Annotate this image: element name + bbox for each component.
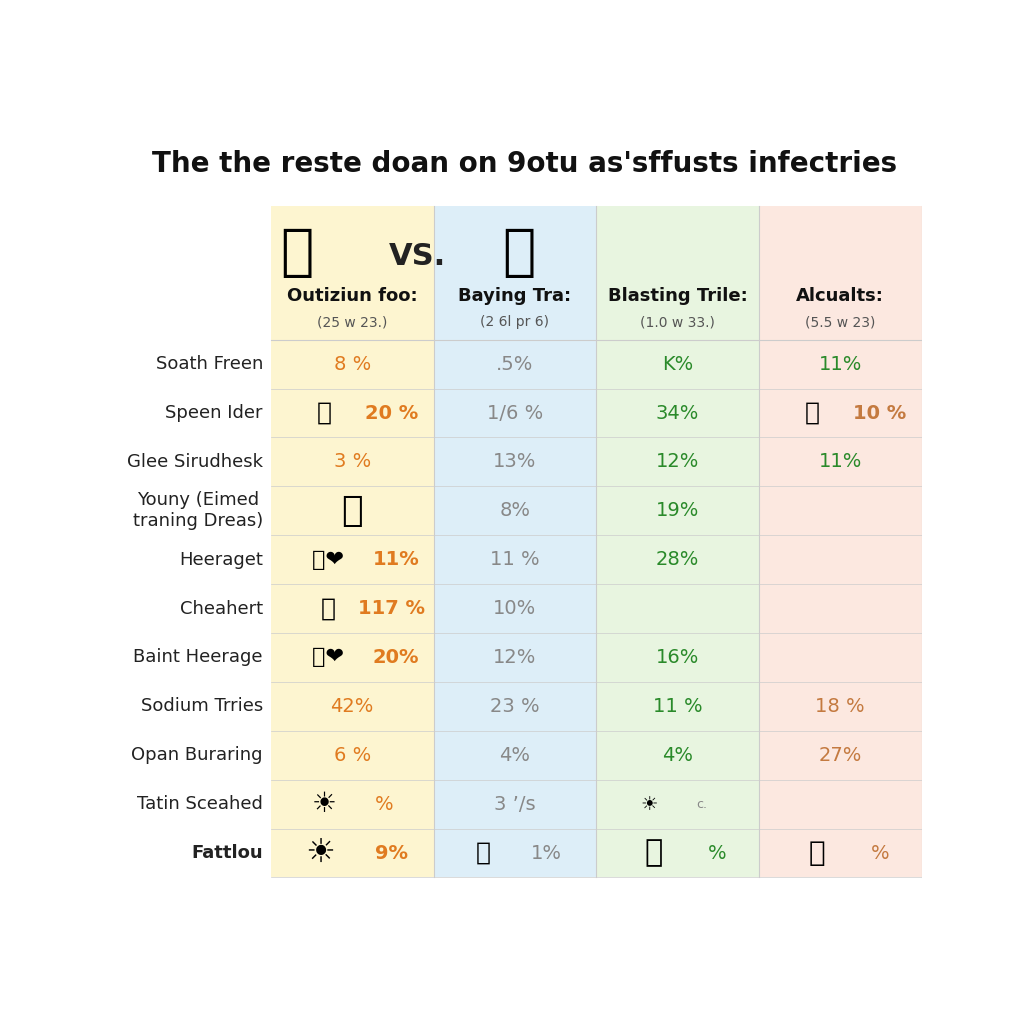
Text: 11 %: 11 %: [652, 697, 702, 716]
Text: 13%: 13%: [494, 453, 537, 471]
Text: (25 w 23.): (25 w 23.): [317, 315, 387, 330]
Text: 8%: 8%: [500, 502, 530, 520]
Text: 20%: 20%: [373, 648, 419, 667]
Text: 🌿: 🌿: [805, 401, 820, 425]
Text: 11%: 11%: [818, 453, 862, 471]
Text: c.: c.: [696, 798, 707, 811]
Text: 23 %: 23 %: [490, 697, 540, 716]
Text: 12%: 12%: [656, 453, 699, 471]
Text: ☀️: ☀️: [312, 791, 337, 818]
Text: (2 6l pr 6): (2 6l pr 6): [480, 315, 550, 330]
FancyBboxPatch shape: [596, 340, 759, 878]
FancyBboxPatch shape: [433, 340, 596, 878]
Text: ☀️: ☀️: [305, 837, 336, 869]
Text: 6 %: 6 %: [334, 745, 371, 765]
FancyBboxPatch shape: [270, 340, 433, 878]
Text: %: %: [870, 844, 889, 862]
Text: 42%: 42%: [331, 697, 374, 716]
Text: 28%: 28%: [656, 550, 699, 569]
Text: 4%: 4%: [500, 745, 530, 765]
Text: 34%: 34%: [656, 403, 699, 423]
Text: Cheahert: Cheahert: [180, 600, 263, 617]
Text: %: %: [375, 795, 393, 814]
Text: Blasting Trile:: Blasting Trile:: [607, 288, 748, 305]
Text: (1.0 w 33.): (1.0 w 33.): [640, 315, 715, 330]
Text: ☀️: ☀️: [641, 795, 658, 814]
Text: 🌿: 🌿: [316, 401, 332, 425]
Text: Opan Buraring: Opan Buraring: [131, 746, 263, 764]
Text: Sodium Trries: Sodium Trries: [140, 697, 263, 716]
Text: 11%: 11%: [373, 550, 419, 569]
Text: Fattlou: Fattlou: [191, 844, 263, 862]
Text: 9%: 9%: [376, 844, 409, 862]
Text: 18 %: 18 %: [815, 697, 865, 716]
FancyBboxPatch shape: [759, 206, 922, 340]
Text: 1/6 %: 1/6 %: [486, 403, 543, 423]
Text: Alcualts:: Alcualts:: [797, 288, 884, 305]
Text: Outiziun foo:: Outiziun foo:: [287, 288, 418, 305]
Text: 19%: 19%: [656, 502, 699, 520]
Text: 4%: 4%: [663, 745, 693, 765]
Text: Youny (Eimed
traning Dreas): Youny (Eimed traning Dreas): [133, 492, 263, 530]
Text: 🍔: 🍔: [502, 226, 536, 280]
Text: 3 %: 3 %: [334, 453, 371, 471]
Text: 🍔: 🍔: [280, 226, 313, 280]
Text: Glee Sirudhesk: Glee Sirudhesk: [127, 453, 263, 471]
Text: 🍊❤️: 🍊❤️: [312, 550, 344, 569]
Text: 🍊❤️: 🍊❤️: [312, 647, 344, 668]
Text: The the reste doan on 9otu as'sffusts infectries: The the reste doan on 9otu as'sffusts in…: [153, 151, 897, 178]
Text: 20 %: 20 %: [366, 403, 419, 423]
Text: Baying Tra:: Baying Tra:: [459, 288, 571, 305]
FancyBboxPatch shape: [759, 340, 922, 878]
Text: 11 %: 11 %: [490, 550, 540, 569]
Text: 10 %: 10 %: [853, 403, 906, 423]
Text: Tatin Sceahed: Tatin Sceahed: [137, 795, 263, 813]
Text: 🍲: 🍲: [475, 841, 490, 865]
Text: .5%: .5%: [497, 354, 534, 374]
Text: Speen Ider: Speen Ider: [166, 404, 263, 422]
Text: 🍌: 🍌: [341, 494, 362, 527]
Text: Heeraget: Heeraget: [179, 551, 263, 568]
Text: 10%: 10%: [494, 599, 537, 618]
Text: K%: K%: [662, 354, 693, 374]
Text: 27%: 27%: [818, 745, 862, 765]
FancyBboxPatch shape: [596, 206, 759, 340]
Text: 8 %: 8 %: [334, 354, 371, 374]
Text: 🥚: 🥚: [645, 839, 663, 867]
Text: 🍳: 🍳: [808, 839, 824, 867]
Text: 1%: 1%: [531, 844, 562, 862]
Text: 11%: 11%: [818, 354, 862, 374]
Text: %: %: [708, 844, 727, 862]
Text: Soath Freen: Soath Freen: [156, 355, 263, 373]
Text: VS.: VS.: [389, 243, 446, 271]
Text: 3 ’/s: 3 ’/s: [494, 795, 536, 814]
Text: 16%: 16%: [656, 648, 699, 667]
Text: (5.5 w 23): (5.5 w 23): [805, 315, 876, 330]
Text: 12%: 12%: [494, 648, 537, 667]
FancyBboxPatch shape: [433, 206, 596, 340]
Text: 117 %: 117 %: [358, 599, 425, 618]
FancyBboxPatch shape: [270, 206, 433, 340]
Text: Baint Heerage: Baint Heerage: [133, 648, 263, 667]
Text: 🧀: 🧀: [321, 597, 336, 621]
